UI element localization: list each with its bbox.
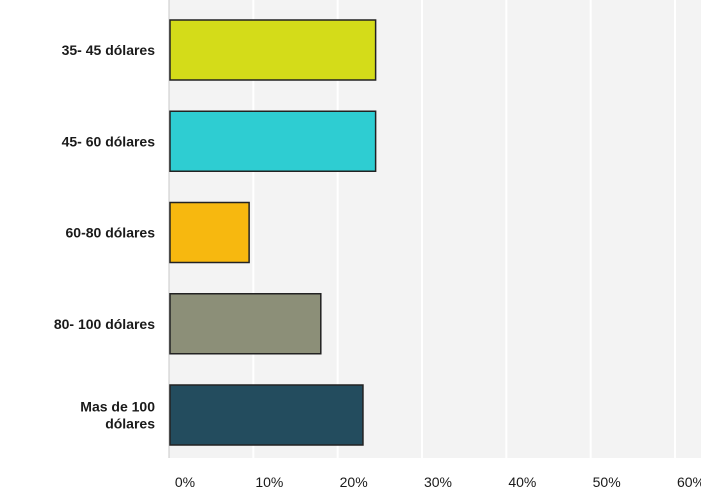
x-tick-label-60: 60% (677, 474, 701, 490)
category-label-2: 45- 60 dólares (62, 133, 156, 149)
bar-2 (169, 110, 377, 172)
bars (169, 19, 377, 446)
x-tick-label-40: 40% (508, 474, 536, 490)
x-tick-label-30: 30% (424, 474, 452, 490)
category-label-5-line-2: dólares (105, 416, 155, 432)
bar-1 (169, 19, 377, 81)
category-label-3: 60-80 dólares (66, 225, 156, 241)
category-label-1: 35- 45 dólares (62, 42, 156, 58)
bar-4 (169, 293, 322, 355)
bar-3 (169, 201, 250, 264)
x-tick-label-10: 10% (255, 474, 283, 490)
category-labels: 35- 45 dólares 45- 60 dólares 60-80 dólare… (54, 42, 155, 432)
category-label-5-line-1: Mas de 100 (80, 399, 155, 415)
category-label-4: 80- 100 dólares (54, 316, 155, 332)
x-tick-labels: 0% 10% 20% 30% 40% 50% 60% (175, 474, 701, 490)
bar-5 (169, 384, 364, 446)
x-tick-label-0: 0% (175, 474, 195, 490)
x-tick-label-50: 50% (593, 474, 621, 490)
x-tick-label-20: 20% (340, 474, 368, 490)
